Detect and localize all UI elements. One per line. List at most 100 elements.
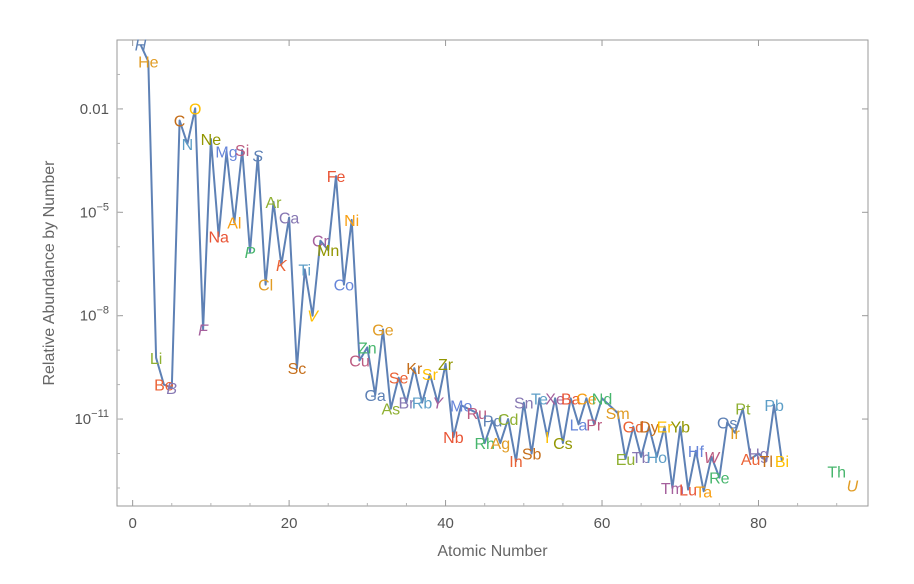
y-tick-label: 10−8 xyxy=(80,305,109,325)
element-label-pd: Pd xyxy=(483,414,503,431)
element-label-la: La xyxy=(570,417,588,434)
element-label-ca: Ca xyxy=(279,211,300,228)
element-label-na: Na xyxy=(208,229,229,246)
element-label-yb: Yb xyxy=(670,420,690,437)
element-label-rb: Rb xyxy=(412,396,433,413)
element-label-sm: Sm xyxy=(606,406,630,423)
element-label-gd: Gd xyxy=(623,420,644,437)
element-label-dy: Dy xyxy=(639,420,659,437)
element-label-p: P xyxy=(245,245,256,262)
element-label-os: Os xyxy=(717,415,737,432)
element-label-mn: Mn xyxy=(317,243,339,260)
element-label-co: Co xyxy=(334,278,355,295)
series-line xyxy=(139,44,783,493)
element-label-as: As xyxy=(381,402,400,419)
element-label-al: Al xyxy=(227,216,241,233)
element-label-nd: Nd xyxy=(592,391,612,408)
element-label-lu: Lu xyxy=(679,483,697,500)
y-tick-label: 0.01 xyxy=(80,101,109,118)
element-label-ni: Ni xyxy=(344,213,359,230)
element-label-sc: Sc xyxy=(288,361,307,378)
x-tick-label: 0 xyxy=(128,515,136,532)
y-tick-label: 10−11 xyxy=(74,408,109,428)
element-label-hg: Hg xyxy=(748,447,768,464)
x-tick-label: 20 xyxy=(281,515,298,532)
element-label-fe: Fe xyxy=(327,169,346,186)
element-label-li: Li xyxy=(150,351,162,368)
element-label-xe: Xe xyxy=(545,391,565,408)
element-label-n: N xyxy=(182,137,194,154)
element-label-kr: Kr xyxy=(406,361,423,378)
element-label-cs: Cs xyxy=(553,436,573,453)
element-label-ta: Ta xyxy=(695,484,712,501)
element-label-ga: Ga xyxy=(364,388,385,405)
element-label-f: F xyxy=(198,322,209,339)
element-label-v: V xyxy=(307,309,319,326)
element-label-in: In xyxy=(509,454,522,471)
element-label-ba: Ba xyxy=(561,391,581,408)
element-label-ge: Ge xyxy=(372,322,393,339)
element-label-ir: Ir xyxy=(730,426,740,443)
x-tick-label: 60 xyxy=(594,515,611,532)
element-label-y: Y xyxy=(432,396,444,413)
element-label-th: Th xyxy=(827,465,846,482)
element-label-ar: Ar xyxy=(265,195,282,212)
element-label-er: Er xyxy=(657,420,674,437)
x-tick-label: 80 xyxy=(750,515,767,532)
element-label-c: C xyxy=(174,114,186,131)
element-label-cd: Cd xyxy=(498,412,518,429)
x-axis-label: Atomic Number xyxy=(437,543,548,560)
element-label-u: U xyxy=(847,478,859,495)
element-label-tm: Tm xyxy=(661,481,684,498)
element-label-s: S xyxy=(252,149,263,166)
element-label-eu: Eu xyxy=(616,452,636,469)
y-axis-label: Relative Abundance by Number xyxy=(41,160,58,386)
element-label-si: Si xyxy=(235,143,249,160)
element-label-cr: Cr xyxy=(312,234,330,251)
plot-frame xyxy=(116,39,869,507)
element-label-ne: Ne xyxy=(201,132,222,149)
element-label-sr: Sr xyxy=(422,367,439,384)
element-label-mo: Mo xyxy=(450,398,472,415)
axis-ticks: 0 20 40 60 80 0.01 10−5 10−8 10−11 xyxy=(74,40,868,532)
element-label-se: Se xyxy=(389,371,409,388)
element-label-be: Be xyxy=(154,378,174,395)
element-labels: HHe Li BeB CN O F Ne Na Mg Al Si P S Cl Ar K Ca Sc Ti V CrMn… xyxy=(135,38,859,502)
element-label-sn: Sn xyxy=(514,396,534,413)
element-label-ho: Ho xyxy=(647,450,668,467)
element-label-mg: Mg xyxy=(215,145,237,162)
element-label-sb: Sb xyxy=(522,447,542,464)
element-label-he: He xyxy=(138,54,159,71)
element-label-re: Re xyxy=(709,471,730,488)
element-label-h: H xyxy=(135,38,147,55)
element-label-bi: Bi xyxy=(775,454,789,471)
element-label-te: Te xyxy=(531,391,548,408)
element-label-tl: Tl xyxy=(760,454,773,471)
element-label-nb: Nb xyxy=(443,430,464,447)
element-label-i: I xyxy=(545,430,549,447)
element-label-br: Br xyxy=(398,396,415,413)
element-label-ru: Ru xyxy=(467,406,487,423)
element-label-tb: Tb xyxy=(632,450,651,467)
element-label-cl: Cl xyxy=(258,278,273,295)
element-label-ce: Ce xyxy=(576,391,597,408)
element-label-pt: Pt xyxy=(735,402,751,419)
element-label-b: B xyxy=(166,381,177,398)
element-label-au: Au xyxy=(741,452,761,469)
element-label-zn: Zn xyxy=(358,340,377,357)
element-label-zr: Zr xyxy=(438,357,454,374)
element-label-ti: Ti xyxy=(298,262,311,279)
element-label-rh: Rh xyxy=(474,436,494,453)
element-label-cu: Cu xyxy=(349,354,369,371)
element-label-o: O xyxy=(189,101,201,118)
element-label-k: K xyxy=(276,258,288,275)
element-label-w: W xyxy=(704,450,721,467)
y-tick-label: 10−5 xyxy=(80,201,109,221)
element-label-pr: Pr xyxy=(586,417,603,434)
x-tick-label: 40 xyxy=(437,515,454,532)
element-label-pb: Pb xyxy=(764,398,784,415)
element-label-ag: Ag xyxy=(491,436,511,453)
element-label-hf: Hf xyxy=(688,444,705,461)
